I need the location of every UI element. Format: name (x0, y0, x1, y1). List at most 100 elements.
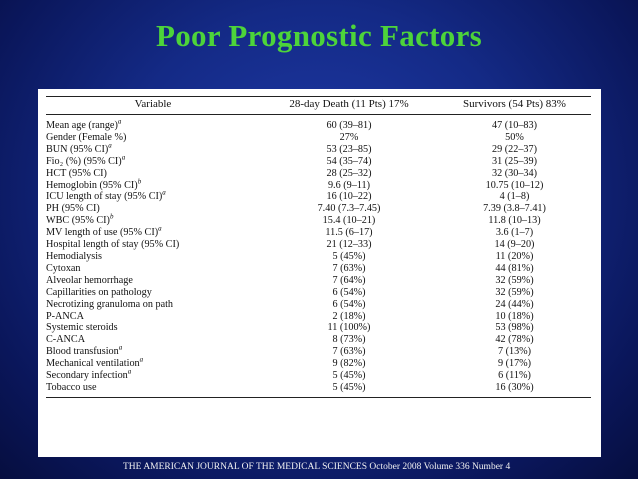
cell-survivors: 14 (9–20) (494, 239, 535, 251)
variable-label: PH (95% CI) (46, 203, 100, 215)
cell-death: 6 (54%) (332, 286, 366, 298)
header-28-day-death: 28-day Death (11 Pts) 17% (260, 96, 438, 115)
cell-death: 5 (45%) (332, 370, 366, 382)
cell-variable: Alveolar hemorrhage (46, 275, 260, 287)
footnote-marker: a (117, 117, 122, 126)
table-row: Hemodialysis 5 (45%) 11 (20%) (46, 251, 591, 263)
cell-variable: C-ANCA (46, 334, 260, 346)
variable-label: WBC (95% CI) (46, 215, 110, 227)
cell-survivors: 44 (81%) (495, 262, 534, 274)
table-row: BUN (95% CI)a 53 (23–85) 29 (22–37) (46, 141, 591, 156)
cell-death: 15.4 (10–21) (322, 215, 376, 227)
variable-label: Gender (Female %) (46, 131, 127, 143)
table-row: Hemoglobin (95% CI)b 9.6 (9–11) 10.75 (10–… (46, 178, 591, 192)
variable-label: Mechanical ventilation (46, 358, 140, 370)
cell-survivors: 31 (25–39) (492, 155, 537, 167)
table-row: Mean age (range)a 60 (39–81) 47 (10–83) (46, 115, 591, 132)
cell-variable: P-ANCA (46, 311, 260, 323)
table-header-row: Variable 28-day Death (11 Pts) 17% Survi… (46, 96, 591, 115)
footnote-marker: a (127, 367, 132, 376)
cell-survivors: 10.75 (10–12) (485, 179, 544, 191)
footnote-marker: a (139, 355, 144, 364)
variable-label: Fio₂ (%) (95% CI) (46, 155, 122, 167)
footnote-marker: b (109, 212, 114, 221)
header-survivors: Survivors (54 Pts) 83% (438, 96, 591, 115)
cell-survivors: 9 (17%) (497, 358, 532, 370)
cell-variable: Tobacco use (46, 381, 260, 398)
variable-label: MV length of use (95% CI) (46, 227, 159, 239)
table-row: Hospital length of stay (95% CI) 21 (12–3… (46, 239, 591, 251)
cell-death: 6 (54%) (332, 298, 366, 310)
cell-variable: Gender (Female %) (46, 132, 260, 144)
cell-survivors: 42 (78%) (495, 334, 534, 346)
cell-survivors: 7.39 (3.8–7.41) (483, 203, 546, 215)
cell-variable: Fio₂ (%) (95% CI)a (46, 153, 260, 168)
table-row: Mechanical ventilationa 9 (82%) 9 (17%) (46, 355, 591, 370)
variable-label: Secondary infection (46, 370, 128, 382)
cell-variable: MV length of use (95% CI)a (46, 224, 260, 239)
variable-label: Alveolar hemorrhage (46, 274, 133, 286)
table-row: Tobacco use 5 (45%) 16 (30%) (46, 381, 591, 398)
variable-label: Necrotizing granuloma on path (46, 298, 174, 310)
cell-variable: ICU length of stay (95% CI)a (46, 189, 260, 203)
variable-label: Mean age (range) (46, 120, 118, 131)
citation-text: THE AMERICAN JOURNAL OF THE MEDICAL SCIE… (123, 462, 511, 472)
cell-death: 7.40 (7.3–7.45) (317, 203, 381, 215)
prognostic-factors-table: Variable 28-day Death (11 Pts) 17% Survi… (46, 96, 591, 398)
cell-variable: PH (95% CI) (46, 203, 260, 215)
cell-death: 16 (10–22) (326, 191, 372, 203)
table-row: HCT (95% CI) 28 (25–32) 32 (30–34) (46, 168, 591, 180)
table-row: C-ANCA 8 (73%) 42 (78%) (46, 334, 591, 346)
cell-death: 54 (35–74) (326, 155, 372, 167)
cell-variable: Secondary infectiona (46, 367, 260, 382)
variable-label: P-ANCA (46, 310, 84, 322)
variable-label: Blood transfusion (46, 346, 119, 358)
table-row: ICU length of stay (95% CI)a 16 (10–22) 4 … (46, 189, 591, 203)
cell-variable: Blood transfusiona (46, 343, 260, 358)
cell-variable: Hemoglobin (95% CI)b (46, 178, 260, 192)
cell-variable: Systemic steroids (46, 322, 260, 334)
table-row: MV length of use (95% CI)a 11.5 (6–17) 3.6… (46, 224, 591, 239)
variable-label: Cytoxan (46, 262, 81, 274)
cell-survivors: 6 (11%) (498, 370, 531, 382)
cell-variable: WBC (95% CI)b (46, 212, 260, 227)
footnote-marker: a (162, 189, 166, 198)
table-wrapper: Variable 28-day Death (11 Pts) 17% Survi… (46, 96, 591, 398)
cell-death: 9.6 (9–11) (327, 179, 371, 191)
cell-survivors: 11 (20%) (495, 250, 534, 262)
table-row: P-ANCA 2 (18%) 10 (18%) (46, 311, 591, 323)
variable-label: Capillarities on pathology (46, 286, 152, 298)
slide-title: Poor Prognostic Factors (155, 18, 482, 53)
cell-variable: Hospital length of stay (95% CI) (46, 239, 260, 251)
variable-label: C-ANCA (46, 334, 86, 346)
cell-survivors: 3.6 (1–7) (495, 227, 534, 239)
table-panel: Variable 28-day Death (11 Pts) 17% Survi… (38, 89, 601, 457)
cell-variable: Capillarities on pathology (46, 287, 260, 299)
cell-death: 27% (339, 131, 359, 143)
cell-death: 28 (25–32) (326, 167, 372, 179)
cell-death: 60 (39–81) (326, 120, 372, 131)
cell-variable: Hemodialysis (46, 251, 260, 263)
cell-survivors: 32 (59%) (495, 274, 534, 286)
variable-label: Systemic steroids (46, 322, 118, 334)
footnote-marker: a (158, 224, 162, 233)
table-row: Systemic steroids 11 (100%) 53 (98%) (46, 322, 591, 334)
table-row: PH (95% CI) 7.40 (7.3–7.45) 7.39 (3.8–7.41… (46, 203, 591, 215)
variable-label: BUN (95% CI) (46, 143, 109, 155)
cell-death: 7 (63%) (332, 346, 366, 358)
cell-survivors: 16 (30%) (438, 381, 591, 398)
cell-survivors: 32 (59%) (495, 286, 534, 298)
cell-death: 11 (100%) (327, 322, 371, 334)
cell-death: 5 (45%) (332, 250, 366, 262)
footnote-marker: a (118, 343, 123, 352)
cell-survivors: 7 (13%) (497, 346, 532, 358)
cell-survivors: 50% (505, 131, 524, 143)
cell-variable: Mechanical ventilationa (46, 355, 260, 370)
cell-survivors: 53 (98%) (495, 322, 534, 334)
table-row: Blood transfusiona 7 (63%) 7 (13%) (46, 343, 591, 358)
cell-survivors: 24 (44%) (495, 298, 534, 310)
footnote-marker: a (121, 153, 126, 162)
footnote-marker: a (108, 141, 112, 150)
cell-variable: Mean age (range)a (46, 115, 260, 132)
cell-death: 8 (73%) (332, 334, 366, 346)
